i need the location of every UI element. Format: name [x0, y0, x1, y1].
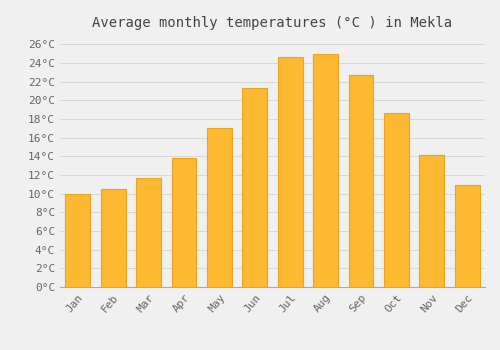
Bar	[420, 155, 444, 287]
Bar	[207, 128, 232, 287]
Bar	[278, 57, 302, 287]
Bar	[100, 189, 126, 287]
Bar	[348, 75, 374, 287]
Bar	[66, 194, 90, 287]
Bar	[172, 158, 196, 287]
Bar	[313, 54, 338, 287]
Bar	[242, 88, 267, 287]
Title: Average monthly temperatures (°C ) in Mekla: Average monthly temperatures (°C ) in Me…	[92, 16, 452, 30]
Bar	[136, 178, 161, 287]
Bar	[384, 113, 409, 287]
Bar	[455, 185, 479, 287]
